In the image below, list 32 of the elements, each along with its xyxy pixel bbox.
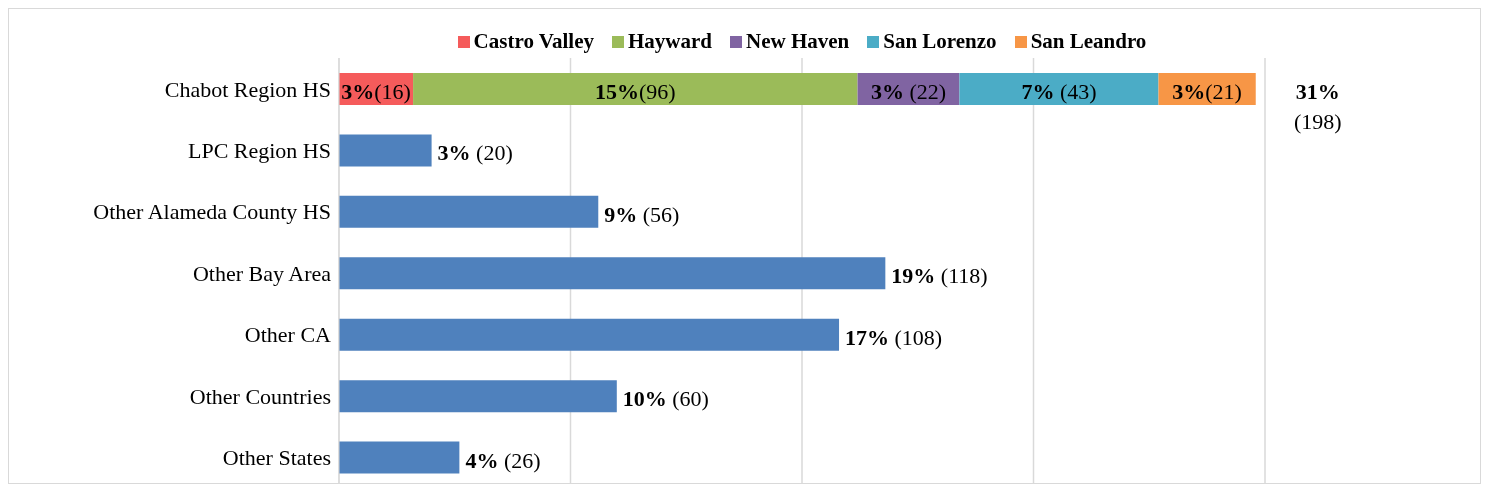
legend-label: Castro Valley xyxy=(472,29,594,54)
data-label: 3%(16) xyxy=(341,78,411,104)
y-tick-label: Other Alameda County HS xyxy=(93,199,331,225)
bar xyxy=(413,73,858,105)
bar xyxy=(339,441,460,474)
legend-label: San Lorenzo xyxy=(882,29,997,54)
data-label: 7% (43) xyxy=(1021,78,1097,104)
y-tick-label: Other Countries xyxy=(189,383,331,409)
y-tick-label: Other States xyxy=(222,445,331,471)
data-label: 10% (60) xyxy=(622,385,709,411)
data-label: 19% (118) xyxy=(891,262,988,288)
total-label: 31% (198) xyxy=(1293,79,1342,134)
bar xyxy=(339,195,599,228)
y-tick-label: Chabot Region HS xyxy=(164,76,331,102)
y-tick-label: Other Bay Area xyxy=(192,260,332,286)
data-label: 3% (20) xyxy=(437,139,513,165)
data-label: 3%(21) xyxy=(1172,78,1242,104)
bar xyxy=(339,134,432,167)
legend-label: San Leandro xyxy=(1029,29,1147,54)
data-label: 15%(96) xyxy=(594,78,676,104)
y-tick-label: LPC Region HS xyxy=(187,137,331,163)
bar xyxy=(339,318,840,351)
data-label: 9% (56) xyxy=(604,201,680,227)
data-label: 4% (26) xyxy=(465,447,541,473)
data-label: 3% (22) xyxy=(870,78,947,104)
y-tick-label: Other CA xyxy=(244,322,332,348)
bar xyxy=(959,73,1159,105)
bar xyxy=(339,380,617,413)
data-label: 17% (108) xyxy=(845,324,943,350)
bar xyxy=(339,257,886,290)
legend-label: Hayward xyxy=(627,29,712,54)
legend-label: New Haven xyxy=(745,29,850,54)
